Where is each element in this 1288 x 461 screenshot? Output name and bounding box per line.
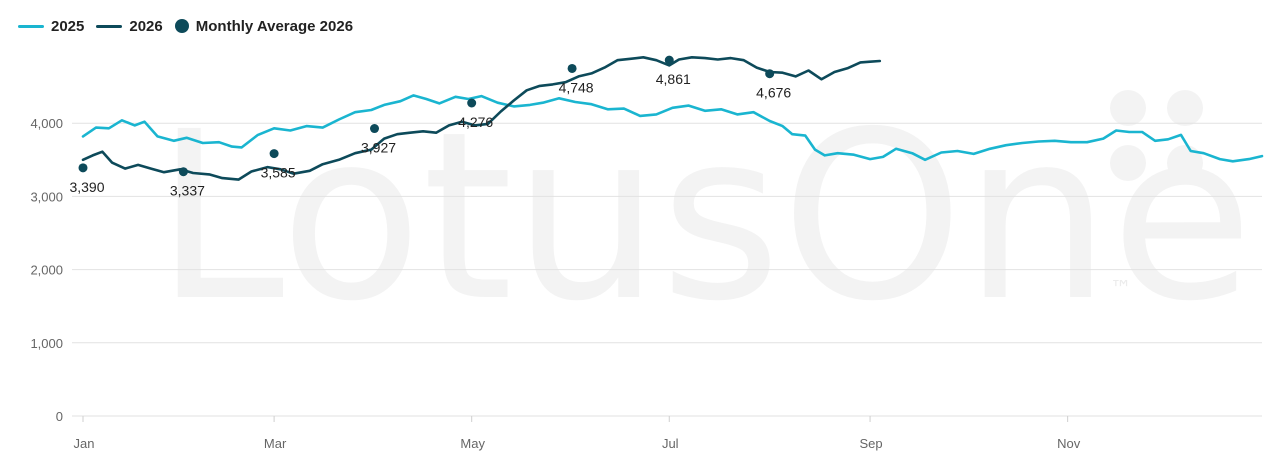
avg-point-0[interactable] (78, 163, 88, 173)
avg-label-7: 4,676 (756, 85, 791, 101)
avg-label-1: 3,337 (170, 183, 205, 199)
y-tick-label-2: 2,000 (30, 263, 63, 278)
y-tick-label-3: 3,000 (30, 189, 63, 204)
legend-item-2025[interactable]: 2025 (18, 18, 84, 35)
legend-label-monthly-average: Monthly Average 2026 (195, 17, 354, 35)
avg-point-2[interactable] (269, 149, 279, 159)
x-tick-label-2: May (460, 436, 485, 451)
avg-point-6[interactable] (664, 55, 674, 65)
avg-label-2: 3,585 (261, 165, 296, 181)
legend-line-2025-icon (18, 24, 44, 28)
y-tick-label-0: 0 (56, 409, 63, 424)
avg-label-5: 4,748 (559, 79, 594, 95)
watermark-logo-dot-0 (1110, 90, 1146, 126)
series-line-2026[interactable] (81, 56, 882, 181)
legend-label-2026: 2026 (129, 17, 163, 35)
avg-point-3[interactable] (370, 124, 380, 134)
avg-point-4[interactable] (467, 98, 477, 108)
watermark-logo-dot-3 (1167, 145, 1203, 181)
x-tick-label-4: Sep (860, 436, 883, 451)
y-tick-label-1: 1,000 (30, 336, 63, 351)
avg-label-3: 3,927 (361, 140, 396, 156)
x-tick-label-1: Mar (264, 436, 287, 451)
avg-point-7[interactable] (765, 69, 775, 79)
x-tick-label-5: Nov (1057, 436, 1081, 451)
watermark-text: LotusOne (155, 82, 1253, 352)
avg-label-4: 4,276 (458, 114, 493, 130)
watermark-logo-dot-2 (1110, 145, 1146, 181)
legend-dot-average-icon (174, 19, 189, 33)
x-tick-label-0: Jan (74, 436, 95, 451)
series-line-2025[interactable] (81, 94, 1264, 163)
avg-label-0: 3,390 (69, 179, 104, 195)
watermark-tm: ™ (1110, 277, 1132, 302)
avg-label-6: 4,861 (656, 71, 691, 87)
watermark-logo-dot-1 (1167, 90, 1203, 126)
avg-point-5[interactable] (567, 63, 577, 73)
legend-label-2025: 2025 (51, 17, 85, 35)
avg-point-1[interactable] (178, 167, 188, 177)
x-tick-label-3: Jul (662, 436, 679, 451)
legend-item-monthly-average[interactable]: Monthly Average 2026 (174, 17, 354, 35)
y-tick-label-4: 4,000 (30, 116, 63, 131)
chart-legend: 2025 2026 Monthly Average 2026 (18, 14, 365, 38)
legend-item-2026[interactable]: 2026 (96, 17, 163, 35)
legend-line-2026-icon (96, 24, 123, 28)
